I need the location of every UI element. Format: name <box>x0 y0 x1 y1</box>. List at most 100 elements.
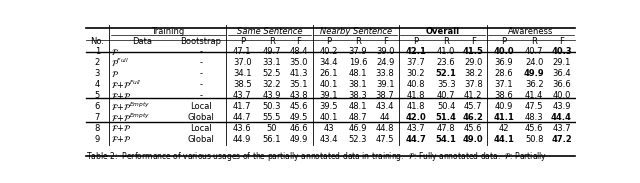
Text: 52.3: 52.3 <box>349 135 367 144</box>
Text: $\mathcal{F}$+$\mathcal{P}^{Full}$: $\mathcal{F}$+$\mathcal{P}^{Full}$ <box>111 79 141 91</box>
Text: R: R <box>531 37 537 46</box>
Text: 46.2: 46.2 <box>463 113 484 122</box>
Text: 7: 7 <box>95 113 100 122</box>
Text: $\mathcal{F}$: $\mathcal{F}$ <box>111 47 118 57</box>
Text: $\mathcal{F}$+$\mathcal{P}$: $\mathcal{F}$+$\mathcal{P}$ <box>111 123 131 133</box>
Text: 50.8: 50.8 <box>525 135 543 144</box>
Text: 41.4: 41.4 <box>525 91 543 100</box>
Text: 19.6: 19.6 <box>349 58 367 67</box>
Text: 49.0: 49.0 <box>463 135 484 144</box>
Text: 23.6: 23.6 <box>437 58 456 67</box>
Text: 40.7: 40.7 <box>525 48 543 57</box>
Text: 30.2: 30.2 <box>406 69 425 78</box>
Text: 43.9: 43.9 <box>262 91 281 100</box>
Text: -: - <box>200 48 202 57</box>
Text: 44.8: 44.8 <box>376 124 394 133</box>
Text: 45.7: 45.7 <box>464 102 483 111</box>
Text: Local: Local <box>190 102 212 111</box>
Text: 41.1: 41.1 <box>493 113 514 122</box>
Text: 39.5: 39.5 <box>319 102 338 111</box>
Text: 41.3: 41.3 <box>290 69 308 78</box>
Text: 38.6: 38.6 <box>495 91 513 100</box>
Text: -: - <box>200 91 202 100</box>
Text: 44.9: 44.9 <box>233 135 252 144</box>
Text: 9: 9 <box>95 135 100 144</box>
Text: $\mathcal{F}$+$\mathcal{P}^{Empty}$: $\mathcal{F}$+$\mathcal{P}^{Empty}$ <box>111 100 150 113</box>
Text: 40.9: 40.9 <box>495 102 513 111</box>
Text: 29.1: 29.1 <box>552 58 571 67</box>
Text: 3: 3 <box>95 69 100 78</box>
Text: 40.1: 40.1 <box>319 80 338 89</box>
Text: F: F <box>471 37 476 46</box>
Text: 48.3: 48.3 <box>525 113 543 122</box>
Text: 54.1: 54.1 <box>436 135 456 144</box>
Text: 36.9: 36.9 <box>495 58 513 67</box>
Text: 39.1: 39.1 <box>319 91 338 100</box>
Text: 43.6: 43.6 <box>233 124 252 133</box>
Text: 43.7: 43.7 <box>233 91 252 100</box>
Text: 47.2: 47.2 <box>551 135 572 144</box>
Text: 28.6: 28.6 <box>495 69 513 78</box>
Text: 38.7: 38.7 <box>376 91 394 100</box>
Text: 29.0: 29.0 <box>464 58 483 67</box>
Text: $\mathcal{F}$+$\mathcal{P}^{Empty}$: $\mathcal{F}$+$\mathcal{P}^{Empty}$ <box>111 111 150 124</box>
Text: P: P <box>326 37 331 46</box>
Text: 43.9: 43.9 <box>552 102 571 111</box>
Text: 46.9: 46.9 <box>349 124 367 133</box>
Text: 45.6: 45.6 <box>290 102 308 111</box>
Text: P: P <box>501 37 506 46</box>
Text: 48.1: 48.1 <box>349 102 367 111</box>
Text: 35.0: 35.0 <box>290 58 308 67</box>
Text: 41.8: 41.8 <box>406 91 425 100</box>
Text: 40.0: 40.0 <box>493 48 514 57</box>
Text: 38.1: 38.1 <box>349 80 367 89</box>
Text: 1: 1 <box>95 48 100 57</box>
Text: 51.4: 51.4 <box>436 113 456 122</box>
Text: 47.1: 47.1 <box>233 48 252 57</box>
Text: F: F <box>559 37 564 46</box>
Text: 47.8: 47.8 <box>437 124 456 133</box>
Text: 36.6: 36.6 <box>552 80 571 89</box>
Text: 24.9: 24.9 <box>376 58 394 67</box>
Text: 47.5: 47.5 <box>376 135 394 144</box>
Text: 42.0: 42.0 <box>405 113 426 122</box>
Text: -: - <box>200 80 202 89</box>
Text: 40.0: 40.0 <box>552 91 571 100</box>
Text: 43.7: 43.7 <box>406 124 425 133</box>
Text: 44.1: 44.1 <box>493 135 514 144</box>
Text: $\mathcal{P}$: $\mathcal{P}$ <box>111 69 118 79</box>
Text: 24.0: 24.0 <box>525 58 543 67</box>
Text: 4: 4 <box>95 80 100 89</box>
Text: 41.0: 41.0 <box>437 48 455 57</box>
Text: 37.9: 37.9 <box>349 48 367 57</box>
Text: 50: 50 <box>266 124 277 133</box>
Text: Local: Local <box>190 124 212 133</box>
Text: 43: 43 <box>323 124 333 133</box>
Text: 43.4: 43.4 <box>376 102 394 111</box>
Text: 49.7: 49.7 <box>262 48 281 57</box>
Text: -: - <box>200 58 202 67</box>
Text: 38.5: 38.5 <box>233 80 252 89</box>
Text: 39.1: 39.1 <box>376 80 394 89</box>
Text: 44: 44 <box>380 113 390 122</box>
Text: P: P <box>413 37 418 46</box>
Text: 43.4: 43.4 <box>319 135 338 144</box>
Text: 44.4: 44.4 <box>551 113 572 122</box>
Text: 40.1: 40.1 <box>319 113 338 122</box>
Text: $\mathcal{P}^{Full}$: $\mathcal{P}^{Full}$ <box>111 57 129 69</box>
Text: F: F <box>296 37 301 46</box>
Text: Awareness: Awareness <box>508 27 554 36</box>
Text: 43.8: 43.8 <box>290 91 308 100</box>
Text: 48.4: 48.4 <box>290 48 308 57</box>
Text: F: F <box>383 37 388 46</box>
Text: 37.8: 37.8 <box>464 80 483 89</box>
Text: R: R <box>355 37 361 46</box>
Text: Global: Global <box>188 113 214 122</box>
Text: 39.0: 39.0 <box>376 48 394 57</box>
Text: 48.1: 48.1 <box>349 69 367 78</box>
Text: 42.1: 42.1 <box>405 48 426 57</box>
Text: 38.2: 38.2 <box>464 69 483 78</box>
Text: 38.3: 38.3 <box>349 91 367 100</box>
Text: 55.5: 55.5 <box>262 113 281 122</box>
Text: 46.6: 46.6 <box>290 124 308 133</box>
